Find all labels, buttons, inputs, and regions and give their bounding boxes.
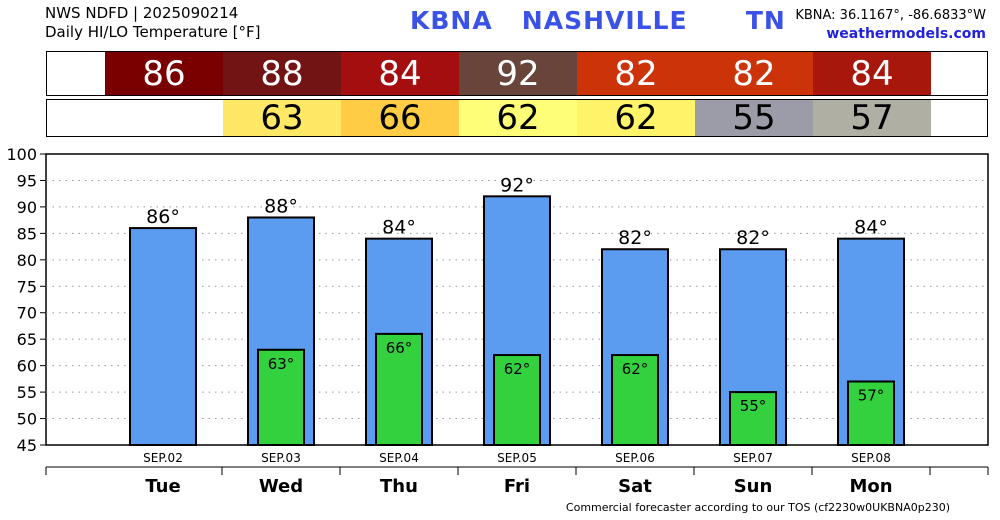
low-label: 63° — [268, 355, 295, 373]
y-tick-label: 85 — [17, 224, 37, 243]
y-tick-label: 60 — [17, 357, 37, 376]
y-tick-label: 75 — [17, 277, 37, 296]
day-label: Tue — [145, 476, 180, 497]
hi_strip-cell: 86 — [105, 52, 223, 95]
date-label: SEP.06 — [615, 451, 655, 465]
hi_strip-cell: 82 — [577, 52, 695, 95]
y-tick-label: 65 — [17, 330, 37, 349]
high-label: 84° — [382, 217, 416, 239]
low-label: 62° — [622, 360, 649, 378]
date-label: SEP.07 — [733, 451, 773, 465]
y-tick-label: 70 — [17, 304, 37, 323]
day-label: Fri — [504, 476, 530, 497]
day-label: Sun — [734, 476, 773, 497]
site-link[interactable]: weathermodels.com — [826, 26, 986, 42]
high-label: 88° — [264, 195, 298, 217]
low-label: 62° — [504, 360, 531, 378]
high-label: 84° — [854, 217, 888, 239]
day-label: Mon — [849, 476, 892, 497]
hi_strip-cell: 84 — [341, 52, 459, 95]
lo_strip-cell: 66 — [341, 98, 459, 138]
lo_strip-cell — [105, 100, 223, 136]
lo_strip-cell: 57 — [813, 98, 931, 138]
hi_strip-cell: 92 — [459, 52, 577, 95]
lo_strip-cell: 63 — [223, 98, 341, 138]
low-label: 57° — [858, 387, 885, 405]
chart-subtitle: Daily HI/LO Temperature [°F] — [45, 23, 261, 41]
lo_strip-cell: 62 — [577, 98, 695, 138]
high-label: 92° — [500, 174, 534, 196]
hi_strip-cell: 84 — [813, 52, 931, 95]
hi_strip-cell: 88 — [223, 52, 341, 95]
header-right: KBNA: 36.1167°, -86.6833°W weathermodels… — [795, 6, 986, 44]
y-tick-label: 80 — [17, 251, 37, 270]
temperature-chart: 45 50 55 60 65 70 75 80 85 90 95 100 86° SEP.02 Tue 88°… — [6, 145, 989, 497]
low-bar — [847, 380, 895, 447]
y-tick-label: 50 — [17, 410, 37, 429]
y-tick-label: 55 — [17, 383, 37, 402]
low-label: 66° — [386, 339, 413, 357]
lo_strip-cell: 62 — [459, 98, 577, 138]
low-bar — [611, 354, 659, 447]
high-label: 82° — [736, 227, 770, 249]
high-label: 82° — [618, 227, 652, 249]
high-label: 86° — [146, 206, 180, 228]
product-title: NWS NDFD | 2025090214 — [45, 4, 239, 22]
station-coords: KBNA: 36.1167°, -86.6833°W — [795, 8, 986, 23]
day-label: Wed — [259, 476, 303, 497]
station-title: KBNA NASHVILLE TN — [410, 6, 786, 35]
low-bar — [493, 354, 541, 447]
y-tick-label: 90 — [17, 198, 37, 217]
low-bar — [257, 348, 305, 447]
footer-note: Commercial forecaster according to our T… — [565, 501, 950, 514]
day-label: Sat — [618, 476, 652, 497]
date-label: SEP.03 — [261, 451, 301, 465]
date-label: SEP.02 — [143, 451, 183, 465]
y-tick-label: 45 — [17, 436, 37, 455]
low-bar — [375, 332, 423, 447]
date-label: SEP.04 — [379, 451, 419, 465]
high-temp-strip: 86 88 84 92 82 82 84 — [46, 51, 988, 96]
day-label: Thu — [380, 476, 418, 497]
y-tick-label: 100 — [6, 145, 37, 164]
low-temp-strip: 63 66 62 62 55 57 — [46, 98, 988, 138]
low-label: 55° — [740, 397, 767, 415]
hi_strip-cell: 82 — [695, 52, 813, 95]
low-bar — [729, 391, 777, 447]
y-tick-label: 95 — [17, 171, 37, 190]
lo_strip-cell: 55 — [695, 98, 813, 138]
date-label: SEP.05 — [497, 451, 537, 465]
high-bar — [129, 227, 197, 446]
header-left: NWS NDFD | 2025090214 Daily HI/LO Temper… — [45, 4, 261, 42]
date-label: SEP.08 — [851, 451, 891, 465]
